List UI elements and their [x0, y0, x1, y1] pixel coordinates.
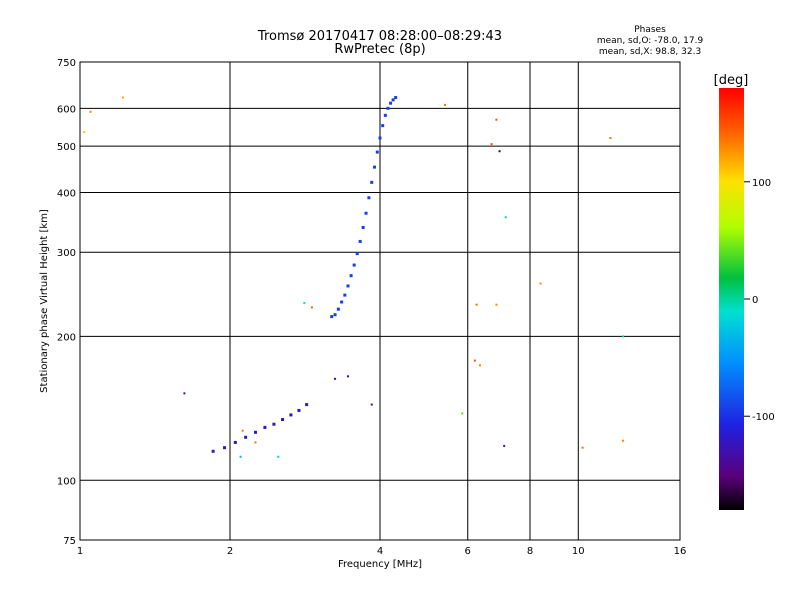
- echo-point: [495, 303, 498, 306]
- echo-point: [233, 440, 237, 444]
- echo-point: [370, 403, 373, 406]
- echo-point: [443, 103, 446, 106]
- y-axis-label: Stationary phase Virtual Height [km]: [39, 209, 50, 393]
- echo-point: [503, 444, 506, 447]
- y-tick-labels: 75 100 200 300 400 500 600 750: [57, 58, 76, 547]
- y-tick-label: 200: [57, 332, 76, 343]
- x-tick-label: 10: [572, 546, 585, 557]
- echo-point: [333, 313, 337, 317]
- echo-point: [281, 418, 285, 422]
- echo-point: [391, 98, 395, 102]
- echo-point: [223, 446, 227, 450]
- stats-o-line: mean, sd,O: -78.0, 17.9: [597, 36, 704, 46]
- echo-point: [364, 211, 368, 215]
- colorbar-label: [deg]: [714, 73, 749, 88]
- x-tick-labels: 1 2 4 6 8 10 16: [77, 546, 687, 557]
- plot-frame: [79, 61, 681, 541]
- echo-point: [297, 408, 301, 412]
- echo-point: [336, 307, 340, 311]
- echo-point: [504, 216, 507, 219]
- echo-point: [386, 106, 390, 110]
- echo-point: [183, 392, 186, 395]
- echo-point: [394, 96, 398, 100]
- colorbar-tick-label: -100: [752, 412, 775, 423]
- echo-point: [389, 101, 393, 105]
- echo-point: [277, 455, 280, 458]
- echo-point: [475, 303, 478, 306]
- y-tick-label: 400: [57, 188, 76, 199]
- echo-point: [375, 150, 379, 154]
- echo-point: [305, 403, 309, 407]
- y-tick-label: 500: [57, 142, 76, 153]
- y-tick-label: 100: [57, 476, 76, 487]
- x-axis-label: Frequency [MHz]: [338, 559, 422, 570]
- echo-point: [361, 225, 365, 229]
- echo-point: [349, 274, 353, 278]
- echo-point: [346, 284, 350, 288]
- y-tick-label: 750: [57, 58, 76, 69]
- echo-point: [622, 335, 625, 338]
- echo-point: [239, 455, 242, 458]
- echo-point: [370, 180, 374, 184]
- echo-point: [461, 412, 464, 415]
- chart-title: Tromsø 20170417 08:28:00–08:29:43: [257, 29, 502, 44]
- echo-point: [622, 439, 625, 442]
- echo-point: [263, 425, 267, 429]
- echo-point: [473, 359, 476, 362]
- echo-point: [358, 239, 362, 243]
- echo-point: [581, 446, 584, 449]
- echo-point: [272, 422, 276, 426]
- echo-point: [498, 150, 501, 153]
- echo-point: [289, 413, 293, 417]
- echo-point: [122, 96, 125, 99]
- x-tick-label: 4: [377, 546, 383, 557]
- echo-point: [310, 306, 313, 309]
- echo-point: [340, 300, 344, 304]
- echo-point: [253, 430, 257, 434]
- echo-point: [373, 165, 377, 169]
- echo-point: [346, 375, 349, 378]
- chart-subtitle: RwPretec (8p): [334, 42, 425, 57]
- stats-title: Phases: [634, 25, 666, 35]
- echo-point: [490, 143, 493, 146]
- grid-lines: [80, 62, 680, 540]
- x-tick-label: 1: [77, 546, 83, 557]
- x-tick-label: 2: [227, 546, 233, 557]
- stats-x-line: mean, sd,X: 98.8, 32.3: [599, 47, 701, 57]
- colorbar-tick-label: 0: [752, 295, 758, 306]
- y-tick-label: 300: [57, 248, 76, 259]
- colorbar-ticks: 100 0 -100: [744, 178, 775, 423]
- echo-point: [383, 113, 387, 117]
- echo-point: [539, 282, 542, 285]
- echo-point: [352, 263, 356, 267]
- echo-point: [330, 315, 334, 319]
- colorbar: [719, 88, 744, 510]
- echo-point: [367, 196, 371, 200]
- echo-point: [303, 301, 306, 304]
- echo-point: [89, 110, 92, 113]
- colorbar-tick-label: 100: [752, 178, 771, 189]
- echo-point: [244, 435, 248, 439]
- echo-point: [381, 124, 385, 128]
- echo-point: [83, 131, 86, 134]
- echo-point: [211, 449, 215, 453]
- echo-point: [495, 118, 498, 121]
- echo-point: [254, 441, 257, 444]
- x-tick-label: 6: [465, 546, 471, 557]
- y-tick-label: 600: [57, 104, 76, 115]
- echo-point: [241, 429, 244, 432]
- x-tick-label: 8: [527, 546, 533, 557]
- echo-point: [479, 364, 482, 367]
- echo-point: [609, 137, 612, 140]
- data-points: [83, 96, 625, 458]
- x-tick-label: 16: [674, 546, 687, 557]
- echo-point: [355, 252, 359, 256]
- y-tick-label: 75: [63, 536, 76, 547]
- echo-point: [378, 136, 382, 140]
- echo-point: [334, 377, 337, 380]
- echo-point: [343, 293, 347, 297]
